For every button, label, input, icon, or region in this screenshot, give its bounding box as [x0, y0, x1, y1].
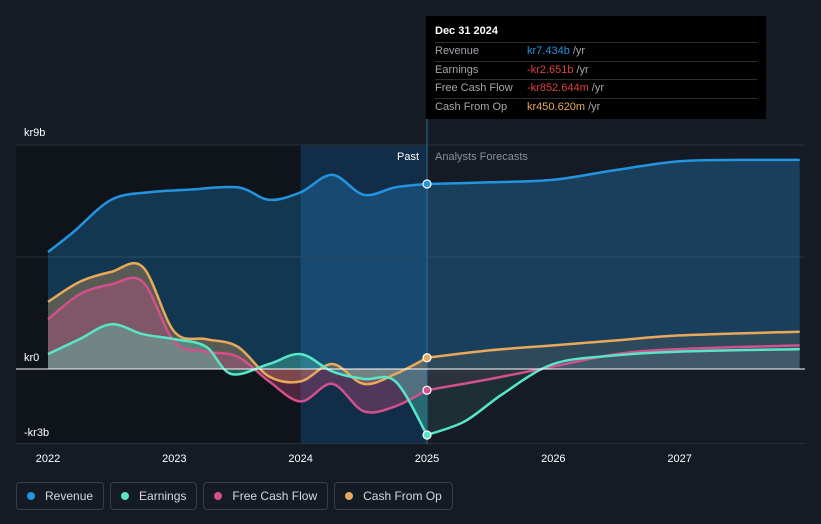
free-cash-flow-past-area	[48, 277, 427, 413]
forecast-label: Analysts Forecasts	[435, 151, 528, 163]
tooltip-value: kr7.434b	[527, 45, 570, 57]
tooltip-row-revenue: Revenue kr7.434b/yr	[435, 42, 757, 61]
x-axis-labels: 2022 2023 2024 2025 2026 2027	[36, 453, 692, 465]
legend-item-revenue[interactable]: Revenue	[16, 482, 105, 510]
cash-from-op-past-area	[48, 263, 427, 385]
earnings-forecast-area	[427, 349, 800, 435]
tooltip-markers	[422, 179, 432, 440]
chart-legend: Revenue Earnings Free Cash Flow Cash Fro…	[16, 482, 453, 512]
free-cash-flow-past-line	[47, 276, 428, 414]
x-tick-label: 2024	[288, 453, 312, 465]
x-tick-label: 2026	[541, 453, 565, 465]
tooltip-value: kr450.620m	[527, 100, 586, 113]
tooltip-unit: /yr	[576, 63, 589, 76]
free-cash-flow-marker	[422, 385, 432, 395]
gridlines	[16, 144, 805, 445]
legend-item-cash-from-op[interactable]: Cash From Op	[334, 482, 453, 510]
cash-from-op-forecast-line	[426, 330, 800, 360]
x-tick-label: 2023	[162, 453, 186, 465]
legend-label: Earnings	[139, 489, 187, 503]
y-tick-label-bottom: -kr3b	[24, 427, 49, 439]
tooltip-date: Dec 31 2024	[435, 25, 498, 37]
x-tick-label: 2025	[415, 453, 439, 465]
tooltip-label: Cash From Op	[435, 100, 508, 113]
earnings-marker	[422, 430, 432, 440]
tooltip-label: Free Cash Flow	[435, 82, 513, 94]
tooltip-row-earnings: Earnings -kr2.651b/yr	[435, 60, 757, 80]
legend-label: Revenue	[45, 489, 94, 503]
legend-label: Free Cash Flow	[232, 489, 318, 503]
tooltip-label: Revenue	[435, 45, 480, 57]
legend-dot-icon	[27, 492, 35, 500]
revenue-marker	[422, 179, 432, 189]
legend-dot-icon	[121, 492, 130, 500]
y-axis-labels: kr9b kr0 -kr3b	[24, 127, 49, 439]
x-tick-label: 2022	[36, 453, 60, 465]
legend-item-free-cash-flow[interactable]: Free Cash Flow	[203, 482, 329, 510]
cash-from-op-past-line	[47, 261, 428, 386]
cash-from-op-marker	[422, 353, 432, 363]
revenue-forecast-area	[427, 159, 800, 369]
earnings-past-line	[47, 322, 429, 436]
cash-from-op-forecast-area	[427, 331, 800, 369]
tooltip-row-free-cash-flow: Free Cash Flow -kr852.644m/yr	[435, 79, 757, 98]
y-tick-label-top: kr9b	[24, 127, 45, 139]
tooltip-label: Earnings	[435, 63, 479, 76]
tooltip-row-cash-from-op: Cash From Op kr450.620m/yr	[435, 97, 757, 117]
data-tooltip: Dec 31 2024 Revenue kr7.434b/yr Earnings -…	[426, 16, 766, 119]
series-lines	[47, 158, 800, 437]
free-cash-flow-forecast-area	[427, 345, 800, 391]
legend-label: Cash From Op	[363, 489, 442, 503]
legend-dot-icon	[345, 492, 354, 500]
legend-item-earnings[interactable]: Earnings	[110, 482, 198, 510]
revenue-past-area	[48, 174, 427, 369]
series-areas	[48, 159, 800, 435]
tooltip-unit: /yr	[572, 45, 586, 57]
y-tick-label-zero: kr0	[24, 352, 39, 364]
tooltip-unit: /yr	[591, 82, 604, 94]
x-tick-label: 2027	[667, 453, 691, 465]
past-label: Past	[397, 151, 419, 163]
revenue-past-line	[47, 173, 428, 253]
free-cash-flow-forecast-line	[426, 344, 800, 392]
legend-dot-icon	[214, 492, 223, 500]
tooltip-unit: /yr	[588, 100, 601, 113]
revenue-forecast-line	[426, 158, 800, 186]
earnings-past-area	[48, 324, 427, 435]
tooltip-value: -kr852.644m	[527, 82, 589, 94]
earnings-forecast-line	[426, 347, 800, 437]
tooltip-value: -kr2.651b	[527, 63, 574, 76]
